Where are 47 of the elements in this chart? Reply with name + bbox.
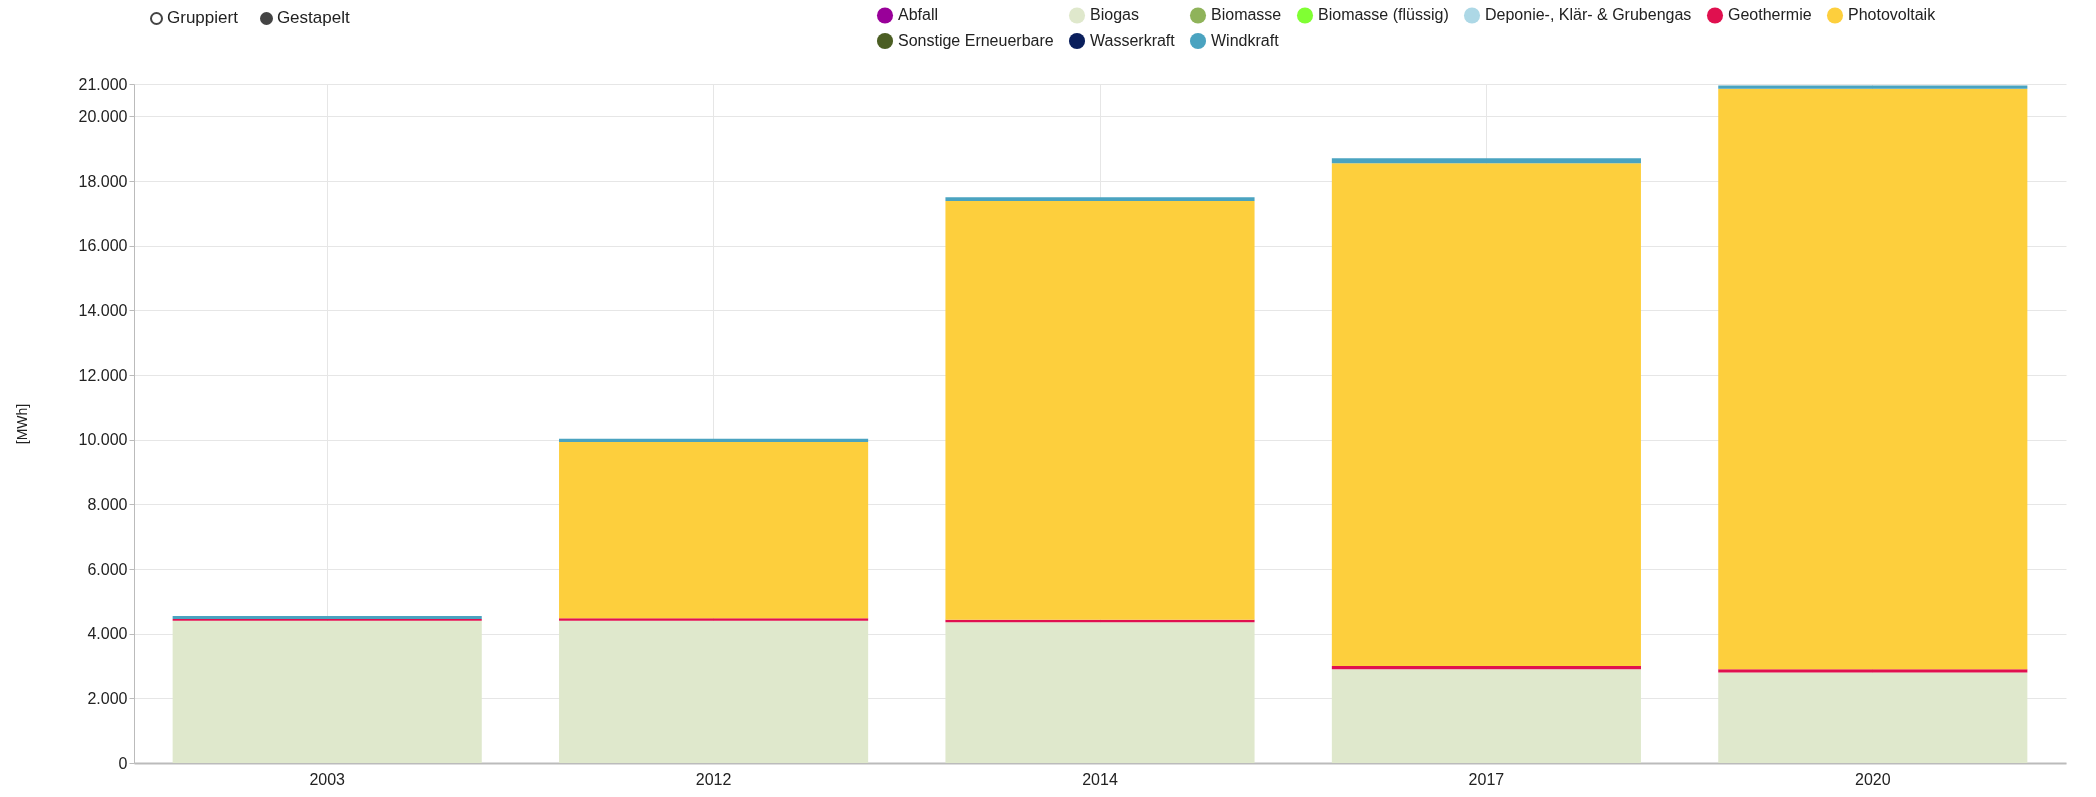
text: Gestapelt (276, 8, 350, 28)
bar (1718, 85, 2028, 89)
x-tick-label: 2003 (309, 770, 346, 788)
y-tick-label: 10.000 (78, 431, 128, 449)
bar (1718, 672, 2028, 763)
legend-label: Wasserkraft (1090, 32, 1176, 49)
legend-label: Biogas (1090, 6, 1139, 24)
bar (945, 622, 1255, 763)
legend-label: Photovoltaik (1848, 6, 1937, 24)
text: Gruppiert (167, 8, 238, 28)
y-tick-label: 16.000 (78, 237, 128, 255)
bar (1331, 158, 1641, 164)
bar (945, 201, 1255, 620)
legend-label: Deponie-, Klär- & Grubengas (1485, 6, 1692, 24)
y-axis-title: [MWh] (13, 403, 30, 445)
bar (1331, 163, 1641, 666)
x-tick-label: 2014 (1082, 770, 1118, 788)
legend-label: Geothermie (1728, 6, 1812, 24)
x-tick-label: 2020 (1855, 770, 1891, 788)
legend-label: Windkraft (1211, 32, 1280, 49)
y-tick-label: 18.000 (78, 172, 128, 190)
bar (559, 620, 869, 763)
bar (1331, 669, 1641, 763)
x-tick-label: 2012 (695, 770, 732, 788)
y-tick-label: 20.000 (78, 107, 128, 125)
bar (1718, 669, 2028, 673)
y-tick-label: 0 (118, 754, 128, 772)
bar (172, 620, 482, 763)
bar (945, 197, 1255, 202)
legend-label: Biomasse (1211, 6, 1282, 24)
bar (172, 615, 482, 620)
y-tick-label: 12.000 (78, 366, 128, 384)
legend-label: Sonstige Erneuerbare (898, 32, 1054, 49)
legend-label: Biomasse (flüssig) (1318, 6, 1449, 24)
y-tick-label: 14.000 (78, 301, 128, 319)
bar (559, 441, 869, 619)
y-tick-label: 4.000 (87, 625, 128, 643)
x-tick-label: 2017 (1468, 770, 1505, 788)
y-tick-label: 2.000 (87, 689, 128, 707)
bar (559, 438, 869, 442)
bar (1331, 666, 1641, 670)
bar (559, 618, 869, 621)
y-tick-label: 8.000 (87, 495, 128, 513)
y-tick-label: 6.000 (87, 560, 128, 578)
bar (1718, 88, 2028, 670)
legend-label: Abfall (898, 6, 939, 24)
y-tick-label: 21.000 (78, 75, 128, 93)
